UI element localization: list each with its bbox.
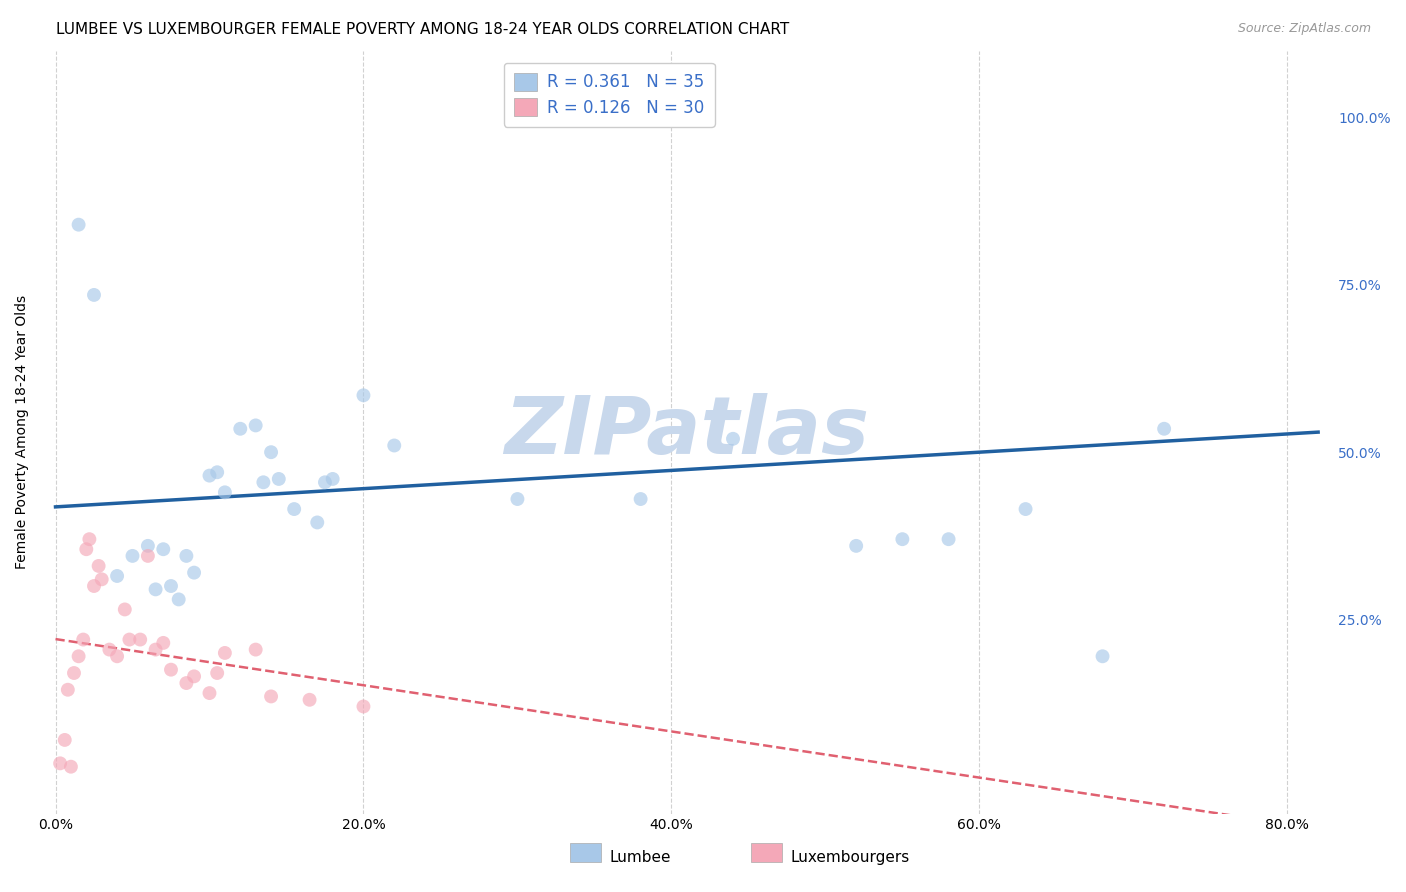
Point [283,502,305,516]
Point [245,418,267,433]
Text: LUMBEE VS LUXEMBOURGER FEMALE POVERTY AMONG 18-24 YEAR OLDS CORRELATION CHART: LUMBEE VS LUXEMBOURGER FEMALE POVERTY AM… [56,22,790,37]
Legend: R = 0.361   N = 35, R = 0.126   N = 30: R = 0.361 N = 35, R = 0.126 N = 30 [503,62,714,127]
Point [72,632,94,647]
Point [298,693,321,707]
Text: ZIPatlas: ZIPatlas [505,393,869,471]
Point [63,665,86,680]
Point [198,686,221,700]
Point [353,699,375,714]
Point [205,665,228,680]
Point [118,632,141,647]
Point [214,646,236,660]
Point [152,636,174,650]
Point [252,475,274,490]
Point [630,491,652,506]
Point [267,472,290,486]
Point [59,760,82,774]
Point [245,642,267,657]
Point [53,733,76,747]
Point [129,632,152,647]
Point [314,475,336,490]
Point [87,558,110,573]
Point [56,682,79,697]
Point [79,532,101,546]
Point [114,602,136,616]
Point [382,438,405,452]
Point [160,663,183,677]
Point [183,669,205,683]
Point [183,566,205,580]
Text: Luxembourgers: Luxembourgers [790,850,910,865]
Point [67,649,90,664]
Point [198,468,221,483]
Text: Source: ZipAtlas.com: Source: ZipAtlas.com [1237,22,1371,36]
Point [845,539,868,553]
Point [145,642,167,657]
Point [506,491,529,506]
Point [260,690,283,704]
Point [83,288,105,302]
Point [121,549,143,563]
Point [136,539,159,553]
Point [1153,422,1175,436]
Point [229,422,252,436]
Point [67,218,90,232]
Point [205,465,228,479]
Point [353,388,375,402]
Point [160,579,183,593]
Point [260,445,283,459]
Y-axis label: Female Poverty Among 18-24 Year Olds: Female Poverty Among 18-24 Year Olds [15,295,30,569]
Point [938,532,960,546]
Point [1091,649,1114,664]
Point [145,582,167,597]
Point [167,592,190,607]
Point [105,569,128,583]
Point [105,649,128,664]
Point [721,432,744,446]
Point [176,676,198,690]
Point [83,579,105,593]
Point [307,516,329,530]
Point [176,549,198,563]
Point [322,472,344,486]
Point [75,542,97,557]
Point [214,485,236,500]
Point [1014,502,1036,516]
Point [49,756,72,771]
Point [98,642,121,657]
Point [891,532,914,546]
Point [136,549,159,563]
Point [90,572,112,586]
Text: Lumbee: Lumbee [610,850,671,865]
Point [152,542,174,557]
